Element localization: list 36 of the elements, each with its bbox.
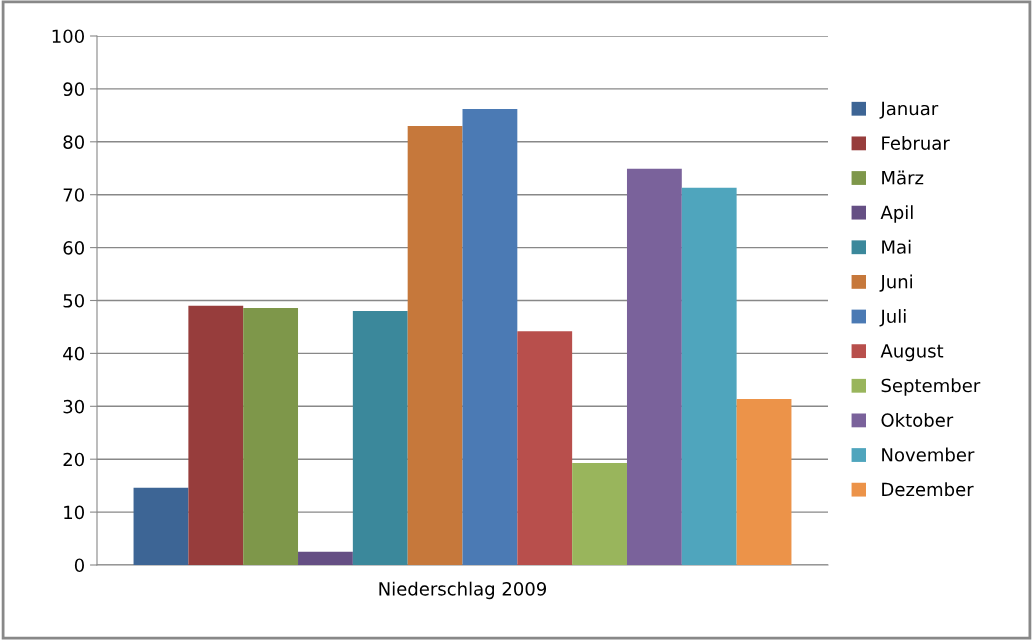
y-tick-label: 100: [52, 29, 84, 44]
bar: [572, 462, 627, 565]
legend-label: August: [880, 344, 944, 362]
bar: [681, 187, 737, 565]
bar: [298, 551, 353, 565]
y-tick-label: 50: [63, 293, 84, 308]
legend-label: September: [881, 378, 981, 396]
y-tick-label: 90: [63, 82, 84, 97]
bar: [133, 487, 189, 565]
legend-label: März: [882, 170, 924, 185]
bar: [517, 331, 573, 565]
bar: [243, 307, 299, 565]
legend-label: Oktober: [881, 412, 954, 427]
bar: [188, 305, 244, 565]
legend-label: Januar: [879, 101, 939, 119]
legend-label: Apil: [880, 205, 913, 223]
y-tick-label: 30: [63, 399, 84, 414]
y-tick-label: 10: [64, 505, 84, 520]
y-tick-label: 70: [63, 188, 84, 202]
legend-label: Mai: [882, 239, 911, 254]
y-tick-label: 20: [63, 452, 84, 467]
y-tick-label: 80: [63, 135, 84, 149]
y-tick-label: 0: [74, 558, 84, 573]
y-tick-label: 40: [63, 346, 84, 361]
legend-label: Juli: [879, 309, 906, 327]
bar: [407, 125, 463, 565]
bar: [352, 311, 408, 565]
bar: [736, 398, 792, 565]
legend-label: Februar: [882, 135, 950, 150]
y-tick-label: 60: [63, 241, 84, 255]
x-tick-label: Niederschlag 2009: [379, 581, 547, 600]
bar: [626, 168, 682, 565]
legend-label: Juni: [879, 274, 912, 292]
bar: [462, 109, 518, 565]
legend-label: Dezember: [882, 482, 974, 497]
legend-label: November: [882, 447, 975, 462]
